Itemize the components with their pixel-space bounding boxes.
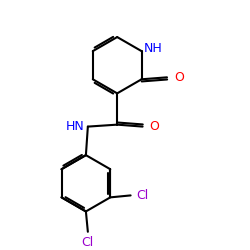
Text: Cl: Cl (82, 236, 94, 249)
Text: O: O (174, 71, 184, 84)
Text: HN: HN (66, 120, 84, 133)
Text: O: O (150, 120, 159, 133)
Text: Cl: Cl (136, 189, 148, 202)
Text: NH: NH (144, 42, 163, 54)
